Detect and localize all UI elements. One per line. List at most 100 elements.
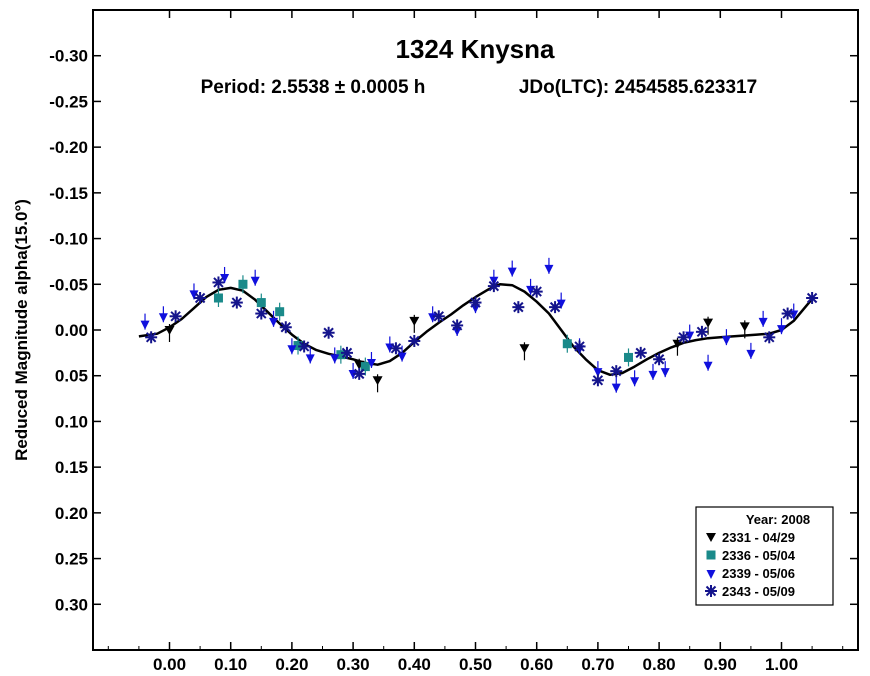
x-tick-label: 0.80 <box>643 655 676 674</box>
data-point <box>677 331 690 344</box>
data-point <box>653 353 666 366</box>
y-tick-label: -0.10 <box>49 230 88 249</box>
y-tick-label: 0.00 <box>55 321 88 340</box>
legend: Year: 2008 2331 - 04/29 2336 - 05/04 233… <box>695 506 834 606</box>
data-point <box>322 326 335 339</box>
data-point <box>487 280 500 293</box>
data-point <box>397 345 407 362</box>
data-point <box>336 345 346 364</box>
data-point <box>287 338 297 355</box>
y-tick-label: -0.25 <box>49 92 88 111</box>
data-point <box>573 340 586 353</box>
legend-marker <box>706 533 716 542</box>
data-point <box>695 325 708 338</box>
data-point <box>806 292 819 304</box>
data-point <box>519 342 530 361</box>
data-point <box>610 365 623 378</box>
data-point <box>660 361 670 378</box>
data-point <box>213 289 223 307</box>
y-tick-label: 0.10 <box>55 412 88 431</box>
data-point <box>591 374 604 387</box>
y-tick-label: -0.30 <box>49 47 88 66</box>
data-point <box>269 310 279 327</box>
data-point <box>189 283 199 300</box>
data-point <box>703 316 714 335</box>
x-tick-label: 1.00 <box>765 655 798 674</box>
data-point <box>169 310 182 323</box>
epoch-label: JDo(LTC): 2454585.623317 <box>519 77 757 98</box>
y-tick-label: -0.05 <box>49 275 88 294</box>
x-tick-label: 0.00 <box>153 655 186 674</box>
data-point <box>739 320 750 339</box>
data-point <box>279 321 292 334</box>
data-point <box>763 331 776 344</box>
data-point <box>630 370 640 387</box>
data-point <box>562 334 572 353</box>
y-tick-label: -0.20 <box>49 138 88 157</box>
data-point <box>220 266 230 283</box>
legend-entry-2336: 2336 - 05/04 <box>722 548 796 563</box>
data-point <box>250 269 260 286</box>
x-tick-label: 0.40 <box>398 655 431 674</box>
legend-marker <box>706 570 716 579</box>
data-point <box>408 334 421 347</box>
x-tick-label: 0.10 <box>214 655 247 674</box>
y-tick-label: 0.30 <box>55 595 88 614</box>
data-point <box>194 292 207 304</box>
data-point <box>305 347 315 364</box>
data-point <box>293 336 303 355</box>
data-point <box>353 367 366 380</box>
data-point <box>366 352 376 368</box>
data-point <box>298 340 311 353</box>
data-point <box>389 342 402 355</box>
legend-marker <box>706 550 716 560</box>
data-point <box>348 362 358 379</box>
data-point <box>721 329 731 346</box>
legend-box <box>695 506 834 606</box>
data-point <box>158 306 168 323</box>
data-point <box>145 331 158 344</box>
x-tick-label: 0.70 <box>581 655 614 674</box>
data-point <box>544 257 554 274</box>
x-tick-label: 0.30 <box>337 655 370 674</box>
data-point <box>360 357 370 376</box>
data-point <box>275 302 285 321</box>
data-point <box>212 276 225 289</box>
data-point <box>611 376 621 393</box>
data-point <box>781 307 794 320</box>
legend-entry-2331: 2331 - 04/29 <box>722 530 795 545</box>
y-tick-label: -0.15 <box>49 184 88 203</box>
data-point <box>330 347 340 364</box>
data-point <box>230 296 243 309</box>
x-tick-label: 0.50 <box>459 655 492 674</box>
data-point <box>549 301 562 314</box>
data-point <box>255 307 268 320</box>
data-point <box>703 354 713 371</box>
data-point <box>164 324 175 342</box>
axis-ticks: 0.00 0.10 0.20 0.30 0.40 0.50 0.60 0.70 0.80 0.90… <box>49 10 858 674</box>
legend-marker <box>705 585 717 597</box>
data-point <box>777 318 786 335</box>
plot-frame <box>92 9 859 651</box>
y-tick-label: 0.15 <box>55 458 88 477</box>
data-point <box>624 348 633 367</box>
data-points <box>140 257 819 393</box>
data-point <box>372 374 383 393</box>
legend-title: Year: 2008 <box>746 512 810 527</box>
data-point <box>556 292 566 309</box>
data-point <box>432 310 445 323</box>
data-point <box>507 260 517 277</box>
data-point <box>634 346 647 359</box>
legend-entry-2339: 2339 - 05/06 <box>722 566 795 581</box>
x-tick-label: 0.60 <box>520 655 553 674</box>
y-tick-label: 0.05 <box>55 367 88 386</box>
data-point <box>409 314 420 333</box>
data-point <box>746 342 756 359</box>
data-point <box>451 319 464 332</box>
x-tick-label: 0.20 <box>275 655 308 674</box>
legend-markers <box>705 533 717 597</box>
x-tick-label: 0.90 <box>704 655 737 674</box>
y-tick-label: 0.25 <box>55 550 88 569</box>
data-point <box>469 296 482 309</box>
